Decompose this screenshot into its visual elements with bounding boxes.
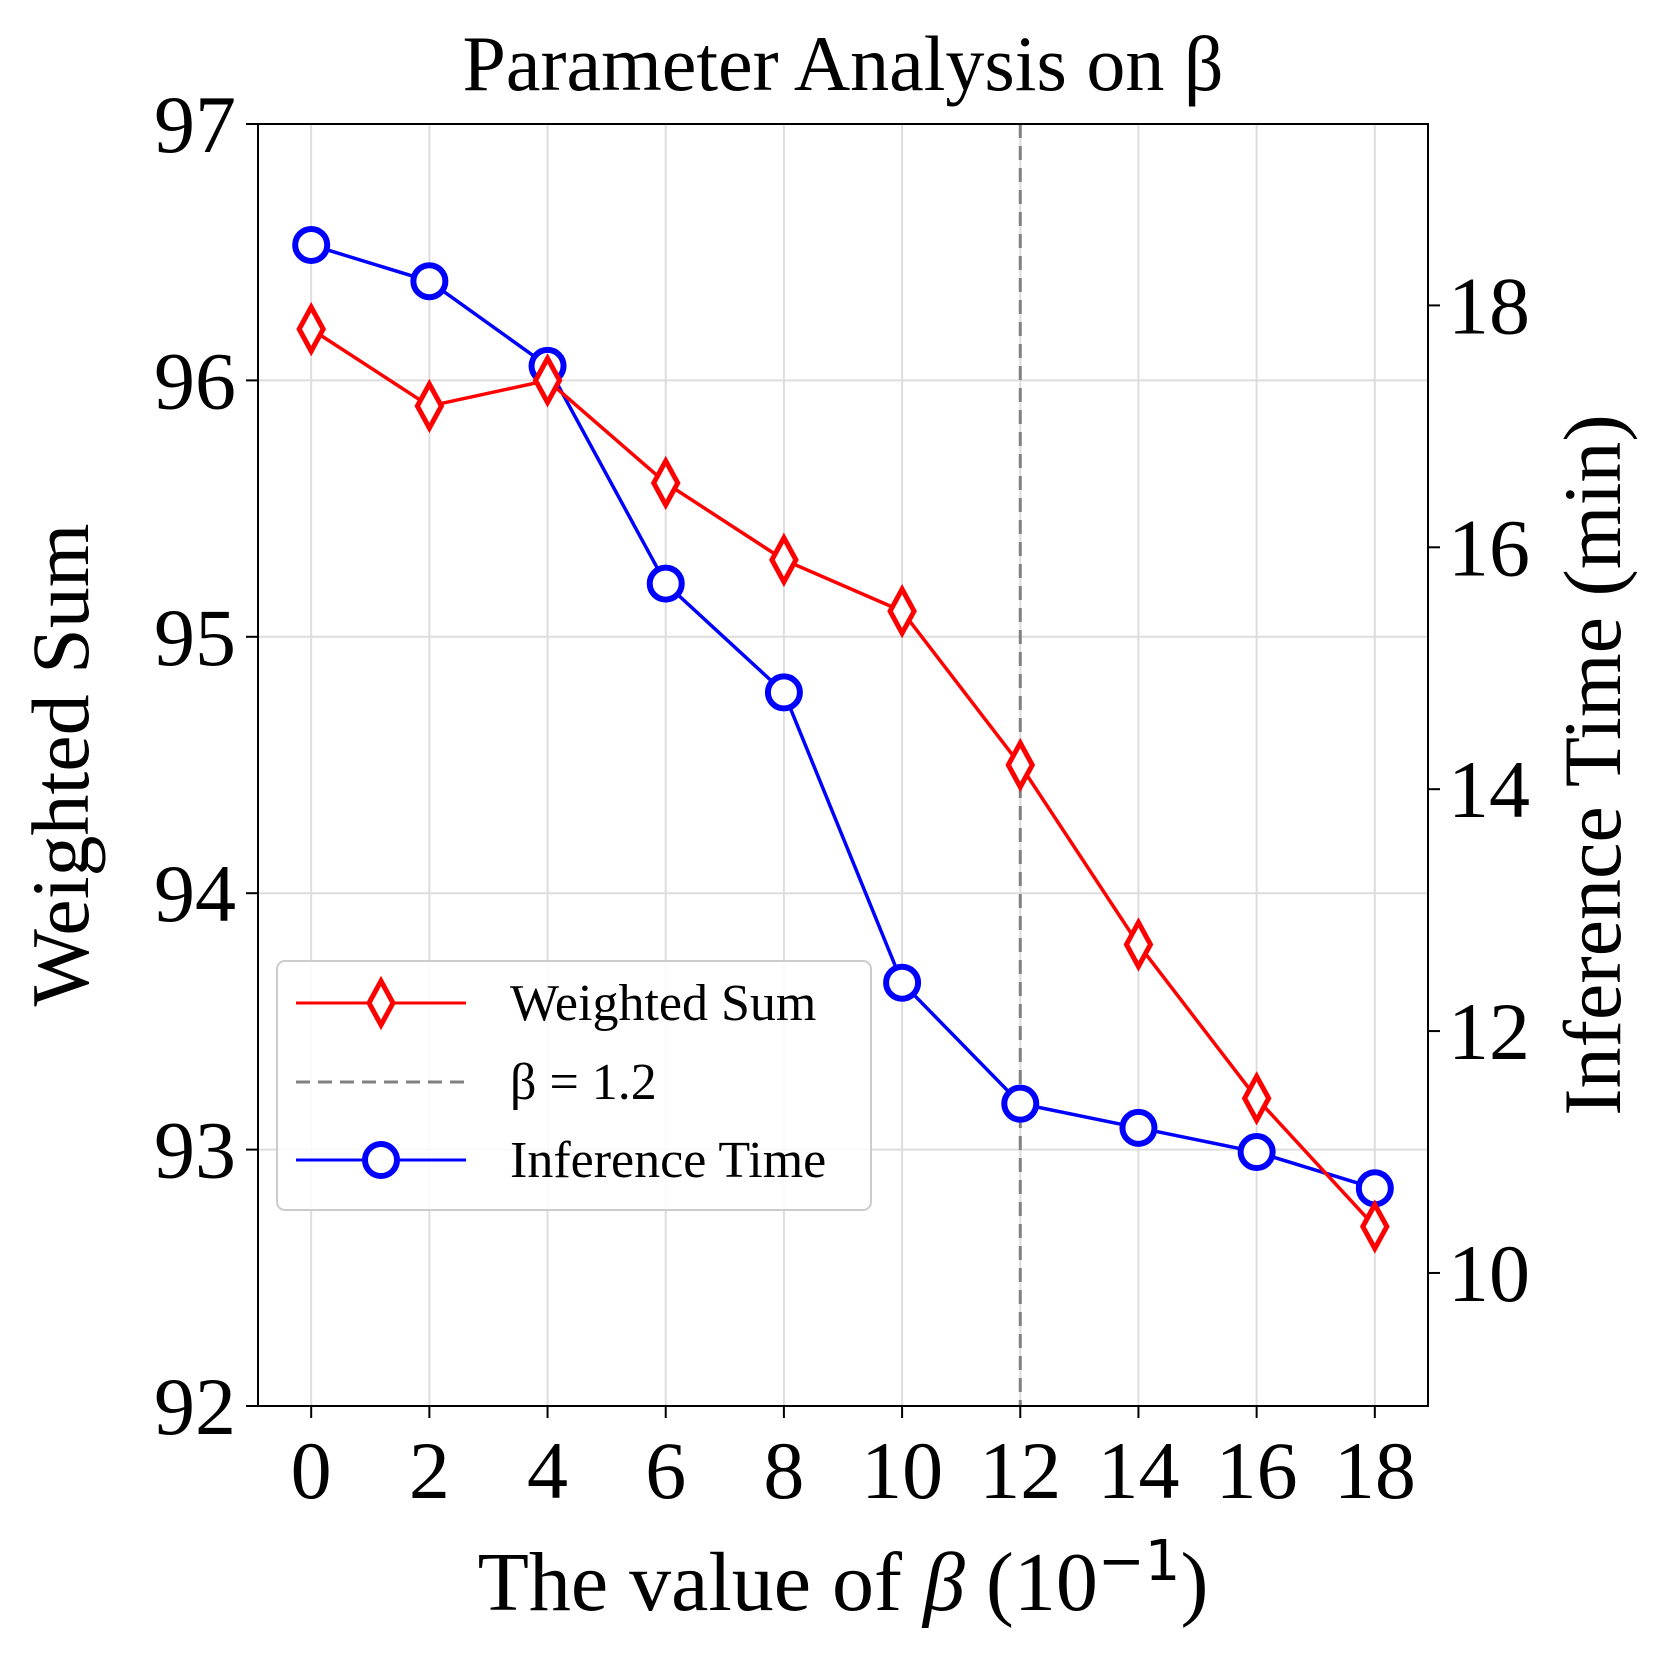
inference-time-point: [1237, 1133, 1276, 1172]
x-tick-label: 14: [1097, 1425, 1179, 1516]
weighted-sum-point: [414, 378, 445, 434]
x-tick-label: 4: [527, 1425, 568, 1516]
weighted-sum-point: [1241, 1071, 1272, 1126]
inference-time-point: [410, 262, 449, 301]
weighted-sum-point: [296, 301, 327, 357]
weighted-sum-point: [532, 353, 563, 408]
inference-time-point: [646, 564, 685, 603]
inference-time-line: [310, 243, 1376, 1190]
left-y-tick-label: 96: [154, 335, 236, 426]
right-y-tick-label: 12: [1448, 986, 1530, 1077]
weighted-sum-point: [1123, 917, 1154, 972]
weighted-sum-point: [1359, 1199, 1390, 1254]
legend-swatch-weighted-sum-marker: [366, 975, 396, 1031]
series-layer: [292, 225, 1394, 1254]
weighted-sum-point: [887, 583, 917, 639]
x-tick-label: 6: [645, 1425, 686, 1516]
x-tick-label: 8: [763, 1425, 804, 1516]
legend: Weighted Sum β = 1.2 Inference Time: [276, 960, 872, 1211]
x-tick-label: 2: [409, 1425, 450, 1516]
axes: 0 2 4 6 8 10 12 14 16 18 92 93 94 95 96 97 10 12 14 16 18: [154, 79, 1530, 1516]
left-y-tick-label: 95: [154, 592, 236, 683]
inference-time-point: [1001, 1084, 1040, 1123]
plot-area-frame: [257, 123, 1429, 1407]
right-y-tick-label: 10: [1448, 1228, 1530, 1319]
weighted-sum-point: [769, 532, 799, 588]
x-tick-label: 18: [1334, 1425, 1416, 1516]
inference-time-point: [292, 225, 331, 264]
x-tick-label: 10: [861, 1425, 943, 1516]
x-tick-label: 0: [291, 1425, 332, 1516]
left-y-tick-label: 92: [154, 1361, 236, 1452]
inference-time-point: [883, 963, 922, 1002]
x-axis-label-beta-symbol: β: [921, 1536, 965, 1629]
legend-swatch-inference-time-marker: [362, 1141, 400, 1179]
left-y-tick-label: 94: [154, 848, 236, 939]
legend-entry-reference-line: β = 1.2: [296, 1054, 657, 1111]
legend-box: [276, 960, 872, 1211]
right-y-tick-label: 14: [1448, 744, 1530, 835]
left-y-tick-label: 93: [154, 1105, 236, 1196]
x-axis-label-close: ): [1180, 1536, 1208, 1629]
inference-time-point: [1119, 1108, 1158, 1147]
legend-label-weighted-sum: Weighted Sum: [510, 975, 816, 1032]
legend-label-inference-time: Inference Time: [510, 1132, 826, 1189]
inference-time-point: [764, 673, 803, 712]
legend-entry-weighted-sum: Weighted Sum: [296, 975, 816, 1032]
right-y-tick-label: 16: [1448, 502, 1530, 593]
left-y-axis-label: Weighted Sum: [15, 523, 106, 1006]
x-axis-label-unit: (10: [986, 1536, 1098, 1629]
right-y-axis-label: Inference Time (min): [1547, 414, 1638, 1115]
legend-label-reference-line: β = 1.2: [510, 1054, 657, 1111]
x-axis-label-space: [965, 1536, 986, 1629]
x-tick-label: 12: [979, 1425, 1061, 1516]
x-axis-label-exponent: −1: [1098, 1529, 1181, 1594]
weighted-sum-point: [1005, 737, 1036, 793]
weighted-sum-point: [650, 455, 681, 511]
weighted-sum-line: [310, 327, 1377, 1228]
right-y-tick-label: 18: [1448, 260, 1530, 351]
x-tick-label: 16: [1216, 1425, 1298, 1516]
left-y-tick-label: 97: [154, 79, 236, 170]
x-axis-label-prefix: The value of: [478, 1536, 923, 1629]
legend-entry-inference-time: Inference Time: [296, 1132, 826, 1189]
chart-title: Parameter Analysis on β: [462, 20, 1223, 107]
x-axis-label: The value of β (10−1): [478, 1529, 1209, 1629]
